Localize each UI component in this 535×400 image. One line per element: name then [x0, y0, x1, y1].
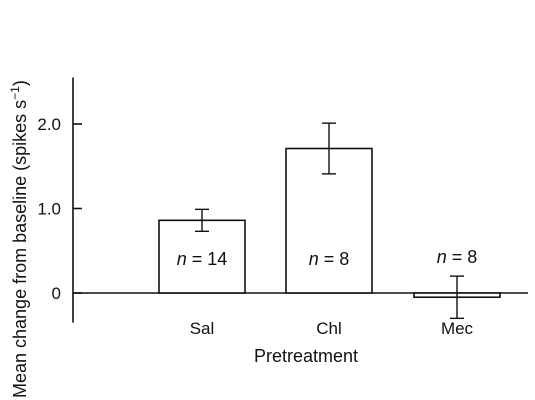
n-value: = 8 — [447, 247, 478, 267]
x-tick-label-sal: Sal — [190, 319, 215, 338]
n-symbol: n — [309, 249, 319, 269]
y-axis-title-main: Mean change from baseline (spikes s — [10, 100, 30, 398]
y-tick-label: 2.0 — [37, 115, 61, 134]
y-axis-title-close: ) — [10, 80, 30, 86]
x-tick-label-chl: Chl — [316, 319, 342, 338]
y-axis-title: Mean change from baseline (spikes s−1) — [8, 80, 30, 398]
n-symbol: n — [177, 249, 187, 269]
n-value: = 8 — [319, 249, 350, 269]
bar-sal — [158, 219, 246, 294]
y-tick-label: 1.0 — [37, 200, 61, 219]
n-value: = 14 — [187, 249, 228, 269]
n-symbol: n — [437, 247, 447, 267]
plot-area: 0 1.0 2.0 Sal n = 14 Chl n = 8 Mec n = 8 — [37, 77, 528, 338]
n-label-mec: n = 8 — [437, 247, 478, 267]
x-tick-label-mec: Mec — [441, 319, 474, 338]
n-label-sal: n = 14 — [177, 249, 228, 269]
n-label-chl: n = 8 — [309, 249, 350, 269]
y-axis-title-superscript: −1 — [8, 86, 22, 100]
x-axis-title: Pretreatment — [254, 346, 358, 366]
y-tick-label: 0 — [52, 284, 61, 303]
